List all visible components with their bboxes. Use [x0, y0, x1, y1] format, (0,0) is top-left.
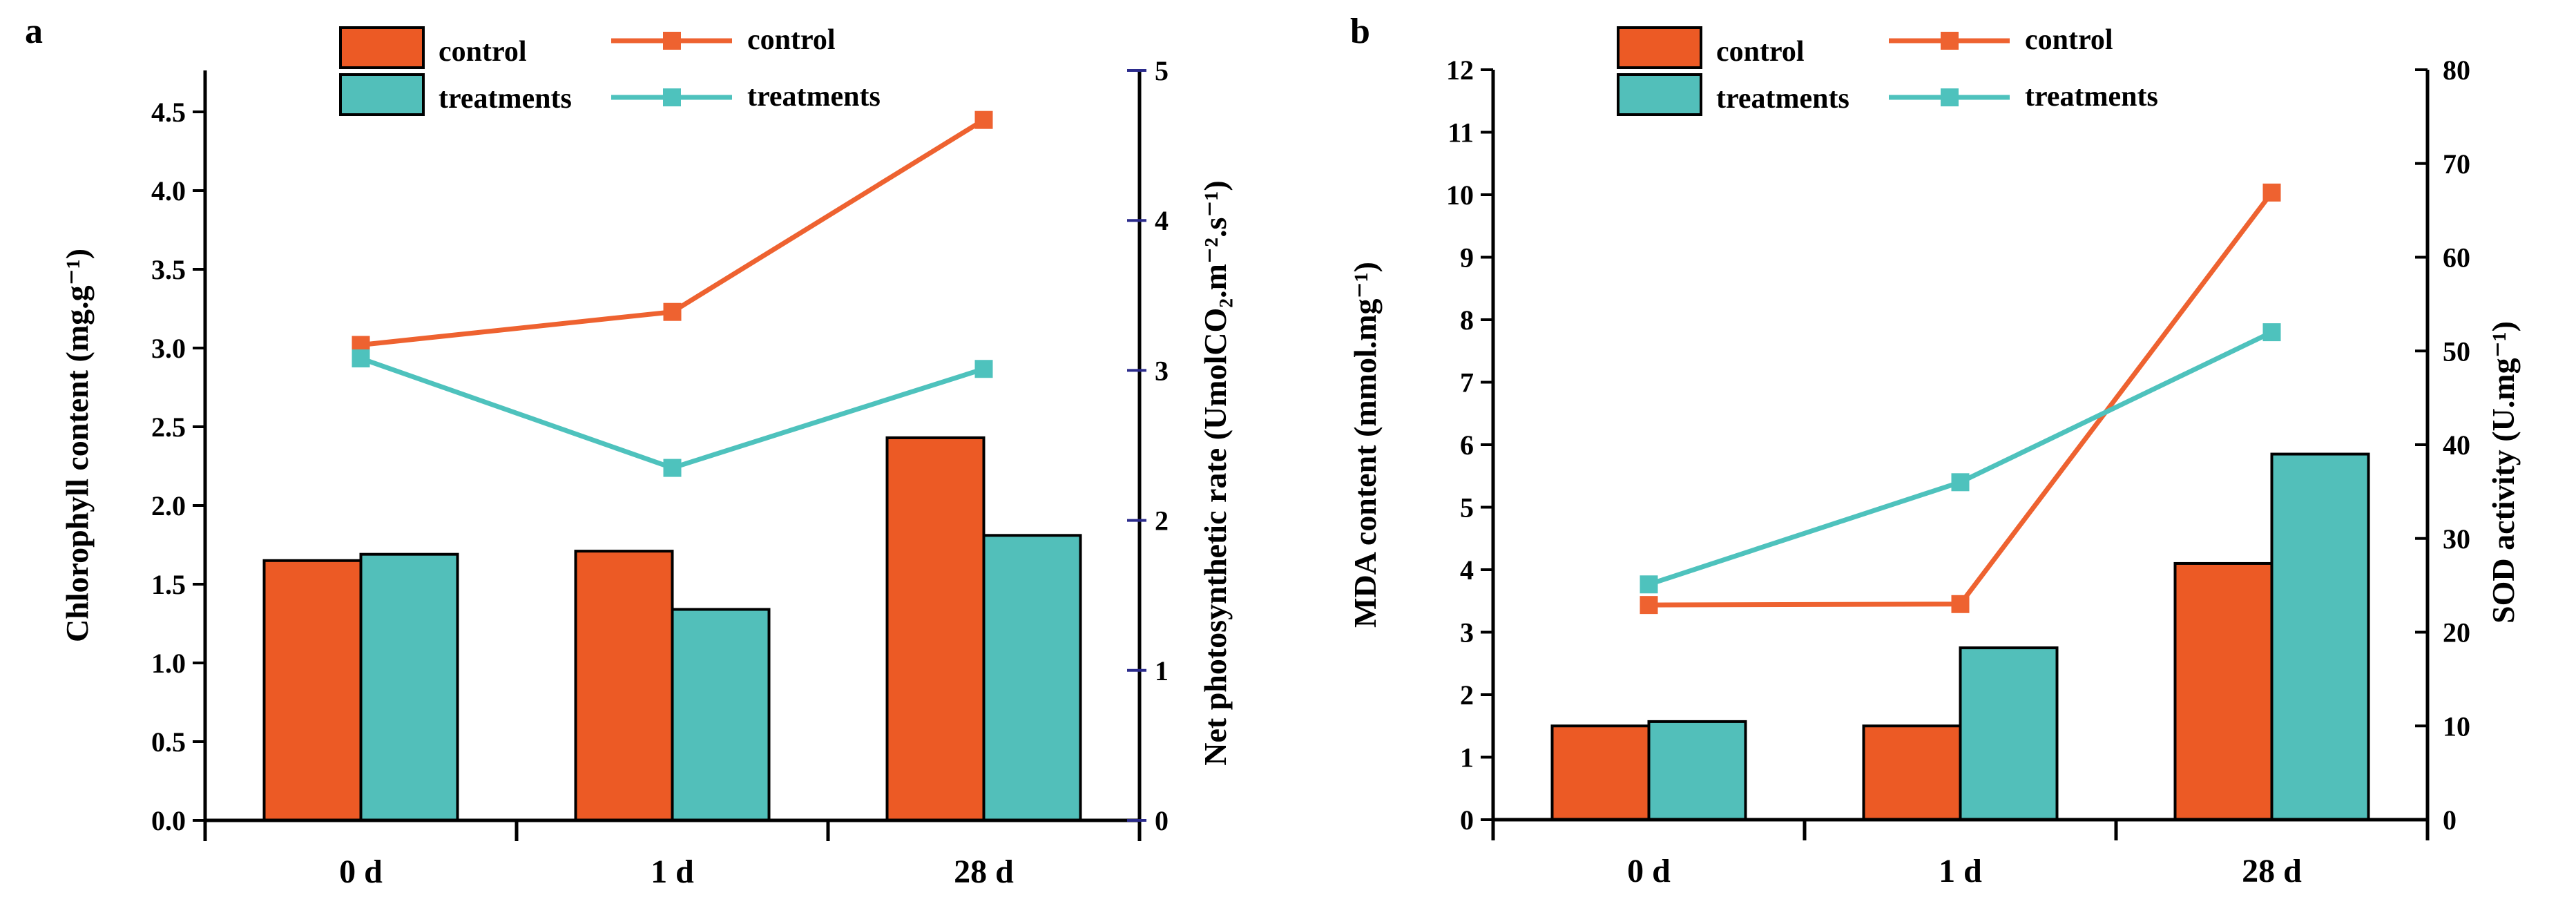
left-tick-label: 0.0 [151, 805, 186, 836]
right-tick-label: 3 [1155, 355, 1169, 386]
legend-marker-control [1941, 32, 1959, 50]
bar-control [2173, 561, 2274, 821]
legend-label-control: control [1716, 36, 1805, 68]
legend-label-line-control: control [2025, 24, 2113, 56]
marker-treatments [2262, 323, 2281, 342]
bar-treatments [982, 534, 1082, 822]
marker-treatments [1640, 575, 1658, 594]
left-tick-label: 3.5 [151, 254, 186, 285]
x-tick-label: 28 d [2242, 853, 2302, 889]
left-tick-label: 2 [1460, 680, 1474, 711]
marker-control [1640, 596, 1658, 615]
marker-control [663, 302, 682, 321]
right-tick-label: 5 [1155, 55, 1169, 86]
left-tick-label: 1.5 [151, 569, 186, 600]
marker-control [2262, 183, 2281, 202]
left-tick-label: 7 [1460, 367, 1474, 398]
right-tick-label: 1 [1155, 655, 1169, 686]
marker-control [974, 110, 993, 129]
right-tick-label: 60 [2443, 242, 2470, 273]
x-tick-label: 1 d [651, 854, 694, 890]
left-tick-label: 0 [1460, 804, 1474, 836]
left-tick-label: 10 [1446, 180, 1474, 211]
legend-label-treatments: treatments [1716, 83, 1849, 115]
right-axis-title: SOD activity (U.mg⁻¹) [2486, 321, 2521, 624]
left-tick-label: 9 [1460, 242, 1474, 273]
bar-treatments [359, 552, 459, 822]
bar-control [1550, 724, 1651, 821]
bar-treatments [1959, 646, 2059, 821]
legend-label-treatments: treatments [439, 83, 572, 115]
line-control [1649, 191, 2274, 608]
x-tick-label: 1 d [1939, 853, 1982, 889]
left-tick-label: 1.0 [151, 648, 186, 679]
left-tick-label: 2.0 [151, 490, 186, 521]
left-tick-label: 1 [1460, 742, 1474, 773]
bar-treatments [2270, 452, 2370, 821]
x-tick-label: 28 d [954, 854, 1014, 890]
right-tick-label: 70 [2443, 148, 2470, 180]
marker-control [1951, 595, 1970, 613]
left-axis-title: Chlorophyll content (mg.g⁻¹) [59, 249, 95, 642]
legend-label-control: control [439, 36, 527, 68]
left-tick-label: 4 [1460, 555, 1474, 586]
left-tick-label: 3.0 [151, 333, 186, 364]
legend-swatch-treatments [1617, 73, 1702, 116]
right-tick-label: 80 [2443, 55, 2470, 86]
legend-marker-control [663, 32, 681, 50]
x-tick-label: 0 d [1627, 853, 1671, 889]
left-tick-label: 4.5 [151, 97, 186, 128]
panel-label: b [1350, 12, 1370, 51]
left-axis-title: MDA content (mmol.mg⁻¹) [1347, 262, 1383, 628]
right-tick-label: 0 [2443, 804, 2457, 836]
bar-treatments [671, 608, 771, 822]
right-axis-title: Net photosynthetic rate (UmolCO₂.m⁻².s⁻¹… [1198, 180, 1233, 766]
left-tick-label: 3 [1460, 617, 1474, 648]
right-tick-label: 20 [2443, 617, 2470, 648]
left-tick-label: 2.5 [151, 412, 186, 443]
x-tick-label: 0 d [339, 854, 383, 890]
legend-marker-treatments [663, 88, 681, 106]
left-tick-label: 11 [1448, 117, 1474, 148]
right-tick-label: 2 [1155, 505, 1169, 537]
legend-marker-treatments [1941, 88, 1959, 106]
right-tick-label: 30 [2443, 523, 2470, 555]
right-tick-label: 50 [2443, 336, 2470, 367]
marker-treatments [974, 360, 993, 378]
right-tick-label: 40 [2443, 430, 2470, 461]
right-tick-label: 4 [1155, 205, 1169, 236]
left-tick-label: 0.5 [151, 726, 186, 758]
bar-control [885, 436, 986, 822]
marker-treatments [352, 349, 370, 368]
marker-treatments [663, 459, 682, 477]
legend-label-line-treatments: treatments [2025, 81, 2158, 113]
legend-label-line-control: control [747, 24, 836, 56]
left-tick-label: 12 [1446, 55, 1474, 86]
left-tick-label: 8 [1460, 305, 1474, 336]
marker-treatments [1951, 473, 1970, 492]
bar-control [262, 559, 363, 822]
left-tick-label: 6 [1460, 430, 1474, 461]
left-tick-label: 5 [1460, 492, 1474, 523]
legend-swatch-control [339, 26, 425, 69]
left-tick-label: 4.0 [151, 175, 186, 206]
legend-label-line-treatments: treatments [747, 81, 881, 113]
legend-swatch-control [1617, 26, 1702, 69]
right-tick-label: 0 [1155, 805, 1169, 836]
line-treatments [1648, 329, 2274, 587]
panel-label: a [25, 12, 43, 51]
right-tick-label: 10 [2443, 711, 2470, 742]
bar-control [1862, 724, 1962, 821]
legend-swatch-treatments [339, 73, 425, 116]
bar-treatments [1647, 720, 1747, 822]
panel-a: a 0 d 1 d 28 d 0.0 0.5 1.0 1.5 2.0 2.5 3.0 3.5 4.0 4.… [25, 12, 1233, 890]
bar-control [574, 550, 674, 822]
